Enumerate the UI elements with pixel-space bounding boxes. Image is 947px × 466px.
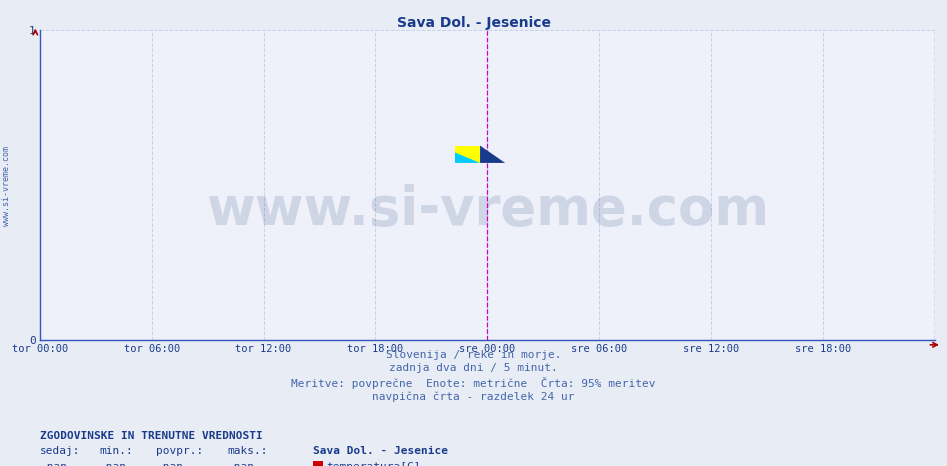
Polygon shape	[455, 152, 480, 163]
Text: Slovenija / reke in morje.: Slovenija / reke in morje.	[385, 350, 562, 359]
Text: -nan: -nan	[99, 462, 127, 466]
Text: maks.:: maks.:	[227, 446, 268, 456]
Text: Sava Dol. - Jesenice: Sava Dol. - Jesenice	[397, 16, 550, 30]
Text: ZGODOVINSKE IN TRENUTNE VREDNOSTI: ZGODOVINSKE IN TRENUTNE VREDNOSTI	[40, 431, 262, 441]
Polygon shape	[455, 145, 480, 163]
Text: min.:: min.:	[99, 446, 134, 456]
Text: zadnja dva dni / 5 minut.: zadnja dva dni / 5 minut.	[389, 363, 558, 373]
Text: www.si-vreme.com: www.si-vreme.com	[2, 146, 11, 226]
Text: -nan: -nan	[40, 462, 67, 466]
Polygon shape	[480, 145, 505, 163]
Text: Meritve: povprečne  Enote: metrične  Črta: 95% meritev: Meritve: povprečne Enote: metrične Črta:…	[292, 377, 655, 390]
Text: www.si-vreme.com: www.si-vreme.com	[205, 184, 769, 236]
Text: Sava Dol. - Jesenice: Sava Dol. - Jesenice	[313, 446, 448, 456]
Text: temperatura[C]: temperatura[C]	[326, 462, 420, 466]
Text: -nan: -nan	[227, 462, 255, 466]
Text: -nan: -nan	[156, 462, 184, 466]
Text: sedaj:: sedaj:	[40, 446, 80, 456]
Text: navpična črta - razdelek 24 ur: navpična črta - razdelek 24 ur	[372, 391, 575, 402]
Text: povpr.:: povpr.:	[156, 446, 204, 456]
